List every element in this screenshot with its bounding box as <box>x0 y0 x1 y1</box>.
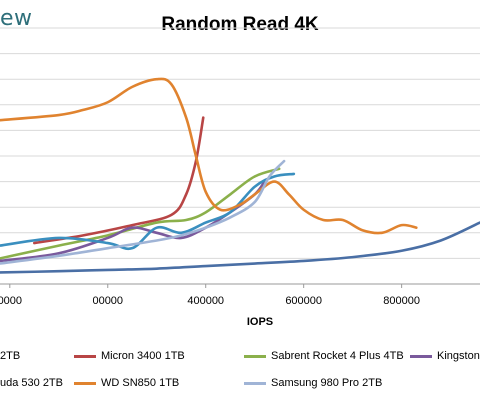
brand-logo-text: ew <box>0 6 33 31</box>
legend-item: Kingston <box>410 350 480 362</box>
series-line-6 <box>0 77 418 235</box>
legend-label: Kingston <box>437 350 480 362</box>
legend-swatch <box>74 354 96 358</box>
series-line-3 <box>0 167 281 260</box>
legend-swatch <box>244 354 266 358</box>
x-tick-label: 400000 <box>187 295 224 307</box>
legend-swatch <box>74 381 96 385</box>
series-line-1 <box>0 221 480 274</box>
x-tick-label: 800000 <box>383 295 420 307</box>
legend-swatch <box>244 381 266 385</box>
legend-item: uda 530 2TB <box>0 377 63 389</box>
chart-legend: 2TB Micron 3400 1TB Sabrent Rocket 4 Plus … <box>0 344 480 401</box>
legend-swatch <box>410 354 432 358</box>
legend-item: 2TB <box>0 350 20 362</box>
legend-label: 2TB <box>0 350 21 362</box>
series-line-7 <box>0 159 286 265</box>
legend-item: Micron 3400 1TB <box>74 350 185 362</box>
x-axis-label: IOPS <box>246 316 274 328</box>
x-tick-label: 00000 <box>92 295 123 307</box>
legend-label: WD SN850 1TB <box>101 377 180 389</box>
legend-item: WD SN850 1TB <box>74 377 179 389</box>
legend-label: Samsung 980 Pro 2TB <box>271 377 383 389</box>
legend-item: Sabrent Rocket 4 Plus 4TB <box>244 350 404 362</box>
legend-label: Micron 3400 1TB <box>101 350 185 362</box>
series-line-5 <box>0 172 296 251</box>
x-tick-label: 0000 <box>0 295 22 307</box>
chart-title: Random Read 4K <box>161 14 319 35</box>
x-tick-label: 600000 <box>285 295 322 307</box>
legend-item: Samsung 980 Pro 2TB <box>244 377 382 389</box>
series-line-2 <box>32 116 205 245</box>
legend-label: Sabrent Rocket 4 Plus 4TB <box>271 350 404 362</box>
chart-plot-area: 0000 00000 400000 600000 800000 <box>0 27 480 307</box>
legend-label: uda 530 2TB <box>0 377 63 389</box>
